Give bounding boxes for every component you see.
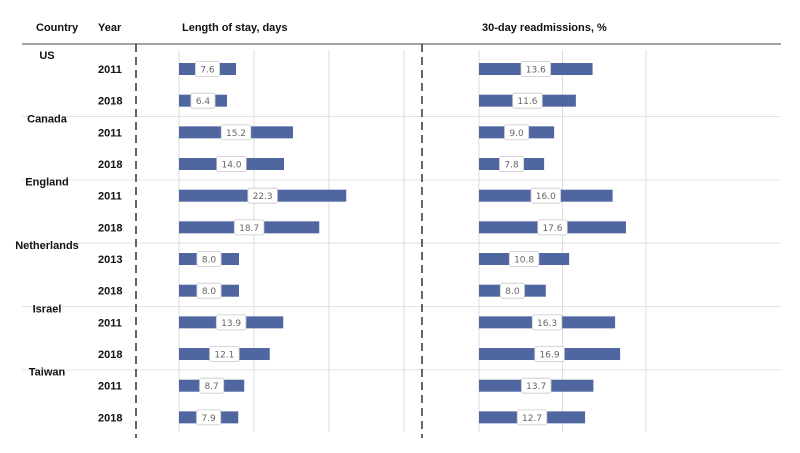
los-value-label: 18.7 bbox=[239, 224, 259, 234]
readmissions-header: 30-day readmissions, % bbox=[482, 22, 607, 34]
readm-value-box bbox=[504, 124, 530, 141]
country-label: US bbox=[39, 50, 54, 62]
readm-value-box bbox=[534, 346, 565, 362]
year-label: 2018 bbox=[98, 286, 122, 298]
year-label: 2011 bbox=[98, 191, 122, 203]
los-value-box bbox=[199, 377, 225, 394]
readm-value-box bbox=[537, 219, 568, 236]
los-value-label: 14.0 bbox=[221, 161, 241, 171]
year-column-header: Year bbox=[98, 22, 122, 34]
los-value-label: 12.1 bbox=[214, 351, 234, 361]
year-label: 2018 bbox=[98, 222, 122, 234]
year-label: 2018 bbox=[98, 96, 122, 108]
year-label: 2018 bbox=[98, 412, 122, 424]
year-label: 2011 bbox=[98, 317, 122, 329]
readm-value-box bbox=[516, 409, 548, 426]
los-value-box bbox=[233, 219, 265, 236]
los-value-box bbox=[190, 92, 216, 109]
country-label: Canada bbox=[27, 113, 68, 125]
los-value-label: 8.7 bbox=[204, 382, 218, 392]
los-value-label: 8.0 bbox=[202, 256, 217, 266]
readm-value-box bbox=[520, 377, 552, 394]
readm-value-label: 16.0 bbox=[536, 192, 556, 202]
readm-value-label: 16.3 bbox=[537, 319, 557, 329]
year-label: 2018 bbox=[98, 349, 122, 361]
los-value-box bbox=[209, 346, 240, 362]
readm-value-label: 13.7 bbox=[526, 382, 546, 392]
los-value-box bbox=[215, 314, 247, 331]
readm-value-box bbox=[499, 282, 525, 299]
country-label: Israel bbox=[33, 303, 62, 315]
readm-value-label: 9.0 bbox=[509, 129, 524, 139]
los-value-label: 13.9 bbox=[221, 319, 241, 329]
readm-value-box bbox=[530, 187, 562, 204]
readm-value-label: 7.8 bbox=[504, 161, 519, 171]
los-value-box bbox=[220, 124, 252, 141]
los-value-label: 7.6 bbox=[200, 66, 215, 76]
readm-value-label: 10.8 bbox=[514, 256, 534, 266]
los-value-label: 8.0 bbox=[202, 287, 217, 297]
readm-value-label: 17.6 bbox=[542, 224, 562, 234]
readm-value-box bbox=[531, 314, 563, 331]
readm-value-label: 13.6 bbox=[526, 66, 546, 76]
los-value-label: 15.2 bbox=[226, 129, 246, 139]
year-label: 2018 bbox=[98, 159, 122, 171]
los-value-label: 6.4 bbox=[196, 97, 211, 107]
readm-value-box bbox=[520, 61, 551, 77]
country-column-header: Country bbox=[36, 22, 79, 34]
los-value-box bbox=[196, 282, 222, 299]
los-value-box bbox=[247, 187, 278, 204]
readm-value-box bbox=[499, 156, 525, 172]
readm-value-label: 8.0 bbox=[505, 287, 520, 297]
los-value-label: 7.9 bbox=[201, 414, 216, 424]
year-label: 2011 bbox=[98, 127, 122, 139]
los-value-box bbox=[196, 409, 222, 426]
rows-layer: US 2011 7.6 13.6 2018 6.4 11.6 Canada 2011 15.2 9.… bbox=[15, 50, 626, 426]
los-value-box bbox=[196, 251, 222, 267]
length-of-stay-header: Length of stay, days bbox=[182, 22, 288, 34]
readm-value-label: 12.7 bbox=[522, 414, 542, 424]
grid-layer bbox=[178, 50, 647, 432]
readm-value-label: 11.6 bbox=[517, 97, 537, 107]
country-label: Netherlands bbox=[15, 240, 79, 252]
year-label: 2011 bbox=[98, 381, 122, 393]
los-value-label: 22.3 bbox=[253, 192, 273, 202]
group-separators bbox=[22, 116, 781, 371]
readm-value-box bbox=[508, 251, 540, 267]
readm-value-label: 16.9 bbox=[540, 351, 560, 361]
los-value-box bbox=[216, 156, 247, 172]
year-label: 2013 bbox=[98, 254, 122, 266]
year-label: 2011 bbox=[98, 64, 122, 76]
readm-value-box bbox=[512, 92, 543, 109]
country-label: Taiwan bbox=[29, 367, 66, 379]
los-value-box bbox=[194, 61, 220, 77]
country-label: England bbox=[25, 177, 68, 189]
